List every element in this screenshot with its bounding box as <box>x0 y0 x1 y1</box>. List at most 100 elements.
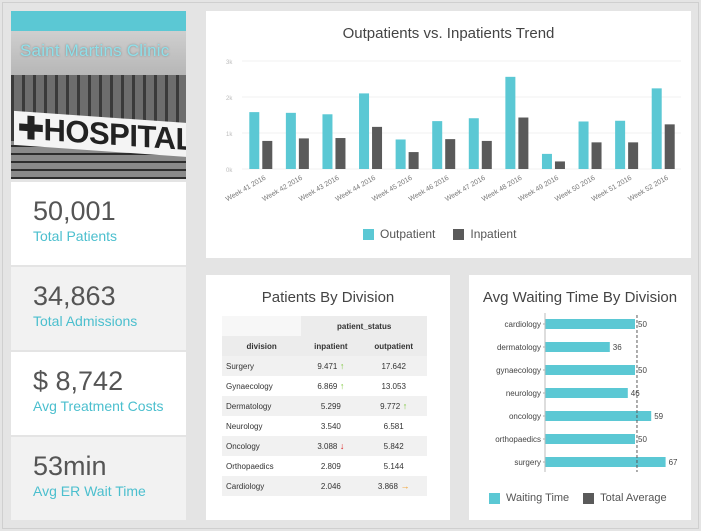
bar-waiting-time <box>545 365 635 375</box>
cell-text: 5.144 <box>383 461 404 471</box>
kpi-avg-treatment-costs: $ 8,742 Avg Treatment Costs <box>11 352 186 435</box>
table-row[interactable]: Orthopaedics 2.809 5.144 <box>222 456 427 476</box>
cell-division: Cardiology <box>222 476 302 496</box>
cell-value: 5.144 <box>360 456 427 476</box>
bar-inpatient <box>591 142 602 169</box>
waiting-swatch <box>489 492 500 504</box>
cell-value: 3.540 <box>301 416 361 436</box>
waiting-panel: Avg Waiting Time By Division cardiology 5… <box>469 275 691 520</box>
bar-outpatient <box>249 112 260 169</box>
x-tick-label: Week 51 2016 <box>591 175 634 204</box>
x-tick-label: Week 49 2016 <box>517 175 560 204</box>
cell-text: 5.842 <box>383 441 404 451</box>
waiting-legend: Waiting Time Total Average <box>489 492 667 504</box>
table-row[interactable]: Oncology 3.088 ↓ 5.842 <box>222 436 427 456</box>
cell-text: 2.046 <box>320 481 341 491</box>
kpi-value: $ 8,742 <box>33 366 124 396</box>
cell-text: 6.869 <box>317 382 338 391</box>
trend-title: Outpatients vs. Inpatients Trend <box>342 25 555 42</box>
trend-legend: Outpatient Inpatient <box>363 227 516 241</box>
category-label: oncology <box>509 412 541 421</box>
cell-text: 3.540 <box>320 421 341 431</box>
x-tick-label: Week 41 2016 <box>225 175 268 204</box>
bar-outpatient <box>615 120 626 169</box>
data-label: 50 <box>638 320 647 329</box>
cell-text: 6.581 <box>383 421 404 431</box>
y-tick-label: 2k <box>226 96 233 102</box>
cell-value: 17.642 <box>360 356 427 376</box>
average-swatch <box>583 492 595 504</box>
legend-waiting-time[interactable]: Waiting Time <box>506 492 570 504</box>
hero-band <box>11 11 186 31</box>
waiting-title: Avg Waiting Time By Division <box>482 289 678 306</box>
table-row[interactable]: Surgery 9.471 ↑ 17.642 <box>222 356 427 376</box>
kpi-avg-er-wait-time: 53min Avg ER Wait Time <box>11 437 186 520</box>
bar-inpatient <box>664 124 675 169</box>
cell-value: 3.088 ↓ <box>301 436 361 456</box>
x-tick-label: Week 50 2016 <box>554 175 597 204</box>
cell-text: Neurology <box>226 421 263 431</box>
bar-inpatient <box>372 126 383 169</box>
col-inpatient[interactable]: inpatient <box>301 336 361 356</box>
cell-value: 9.772 ↑ <box>360 396 427 416</box>
cell-value: 3.868 → <box>360 476 427 496</box>
bar-inpatient <box>408 152 419 169</box>
cell-text: Gynaecology <box>226 381 273 391</box>
cell-text: Oncology <box>226 441 260 451</box>
data-label: 46 <box>631 389 640 398</box>
arrow-down-icon: ↓ <box>337 441 345 451</box>
division-table: patient_status division inpatient outpat… <box>222 316 427 496</box>
clinic-name: Saint Martins Clinic <box>20 41 170 60</box>
x-tick-label: Week 43 2016 <box>298 175 341 204</box>
x-tick-label: Week 52 2016 <box>627 175 670 204</box>
bar-outpatient <box>432 121 443 169</box>
bar-outpatient <box>651 88 662 169</box>
x-tick-label: Week 42 2016 <box>261 175 304 204</box>
bar-waiting-time <box>545 388 628 398</box>
cell-value: 6.869 ↑ <box>301 376 361 396</box>
bar-outpatient <box>285 112 296 169</box>
x-tick-label: Week 44 2016 <box>335 175 378 204</box>
table-row[interactable]: Neurology 3.540 6.581 <box>222 416 427 436</box>
col-division[interactable]: division <box>222 336 302 356</box>
cell-value: 2.809 <box>301 456 361 476</box>
legend-inpatient[interactable]: Inpatient <box>470 227 517 241</box>
y-tick-label: 0k <box>226 168 233 174</box>
category-label: orthopaedics <box>495 435 541 444</box>
bar-inpatient <box>335 138 346 169</box>
table-row[interactable]: Cardiology 2.046 3.868 → <box>222 476 427 496</box>
cell-text: 2.809 <box>320 461 341 471</box>
cell-text: 9.471 <box>317 362 338 371</box>
col-outpatient[interactable]: outpatient <box>360 336 427 356</box>
data-label: 59 <box>654 412 663 421</box>
table-row[interactable]: Gynaecology 6.869 ↑ 13.053 <box>222 376 427 396</box>
cell-value: 5.842 <box>360 436 427 456</box>
bar-outpatient <box>505 76 516 169</box>
bar-inpatient <box>518 117 529 169</box>
clinic-hero-image: ✚HOSPITAL Saint Martins Clinic <box>11 11 186 179</box>
cell-value: 5.299 <box>301 396 361 416</box>
table-row[interactable]: Dermatology 5.299 9.772 ↑ <box>222 396 427 416</box>
cell-text: Dermatology <box>226 401 272 411</box>
bar-outpatient <box>322 114 333 169</box>
x-tick-label: Week 47 2016 <box>444 175 487 204</box>
arrow-up-icon: ↑ <box>400 401 408 411</box>
bar-inpatient <box>554 161 565 169</box>
data-label: 67 <box>669 458 678 467</box>
trend-panel: Outpatients vs. Inpatients Trend 0k 1k 2k 3… <box>206 11 691 258</box>
bar-waiting-time <box>545 411 652 421</box>
cell-text: 3.088 <box>317 442 338 451</box>
bar-outpatient <box>468 118 479 169</box>
cell-text: 17.642 <box>381 361 406 371</box>
bar-waiting-time <box>545 319 635 329</box>
legend-total-average[interactable]: Total Average <box>600 492 667 504</box>
cell-division: Surgery <box>222 356 302 376</box>
cell-division: Oncology <box>222 436 302 456</box>
y-tick-label: 3k <box>226 60 233 66</box>
cell-text: 9.772 <box>380 402 401 411</box>
category-label: neurology <box>506 389 541 398</box>
legend-outpatient[interactable]: Outpatient <box>380 227 436 241</box>
bar-outpatient <box>541 153 552 169</box>
category-label: dermatology <box>497 343 541 352</box>
